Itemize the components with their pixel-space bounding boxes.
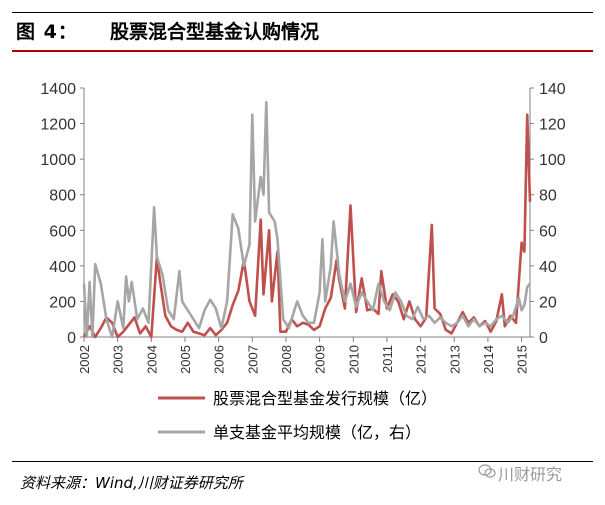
figure-header: 图 4： 股票混合型基金认购情况 xyxy=(12,0,593,52)
header-top-rule xyxy=(12,12,593,13)
x-tick-label: 2008 xyxy=(279,345,294,374)
x-tick-label: 2015 xyxy=(515,345,530,374)
x-tick-label: 2014 xyxy=(481,345,496,374)
watermark: 川财研究 xyxy=(498,465,563,484)
x-tick-label: 2012 xyxy=(414,345,429,374)
wechat-icon xyxy=(478,464,496,478)
right-tick-label: 80 xyxy=(539,188,557,205)
x-tick-label: 2007 xyxy=(245,345,260,374)
right-tick-label: 20 xyxy=(539,294,557,311)
series-average-line xyxy=(82,100,532,339)
left-tick-label: 1400 xyxy=(40,81,76,98)
figure-label: 图 4： xyxy=(16,21,78,43)
series-issuance-line xyxy=(82,113,532,339)
right-tick-label: 40 xyxy=(539,259,557,276)
x-tick-label: 2005 xyxy=(178,345,193,374)
left-tick-label: 1000 xyxy=(40,152,76,169)
left-tick-label: 1200 xyxy=(40,117,76,134)
x-tick-label: 2010 xyxy=(346,345,361,374)
left-tick-label: 400 xyxy=(49,259,76,276)
header-bottom-rule xyxy=(12,50,593,52)
x-tick-label: 2004 xyxy=(144,345,159,374)
x-tick-label: 2011 xyxy=(380,345,395,373)
x-tick-label: 2006 xyxy=(212,345,227,374)
source-note: 资料来源：Wind,川财证券研究所 xyxy=(20,474,243,492)
legend-label-average: 单支基金平均规模（亿，右） xyxy=(213,423,421,442)
figure-title: 股票混合型基金认购情况 xyxy=(110,21,320,43)
right-tick-label: 140 xyxy=(539,81,566,98)
left-tick-label: 200 xyxy=(49,294,76,311)
legend-label-issuance: 股票混合型基金发行规模（亿） xyxy=(213,389,437,408)
left-tick-label: 800 xyxy=(49,188,76,205)
footer-rule xyxy=(12,461,593,462)
right-tick-label: 100 xyxy=(539,152,566,169)
x-tick-label: 2002 xyxy=(77,345,92,374)
right-tick-label: 120 xyxy=(539,117,566,134)
right-tick-label: 0 xyxy=(539,330,548,347)
chart: 0 200 400 600 800 1000 1200 1400 0 20 40 60 80 100 120… xyxy=(40,81,566,442)
x-tick-label: 2003 xyxy=(111,345,126,374)
x-tick-label: 2009 xyxy=(313,345,328,374)
left-tick-label: 600 xyxy=(49,223,76,240)
left-tick-label: 0 xyxy=(67,330,76,347)
x-tick-label: 2013 xyxy=(447,345,462,374)
right-tick-label: 60 xyxy=(539,223,557,240)
